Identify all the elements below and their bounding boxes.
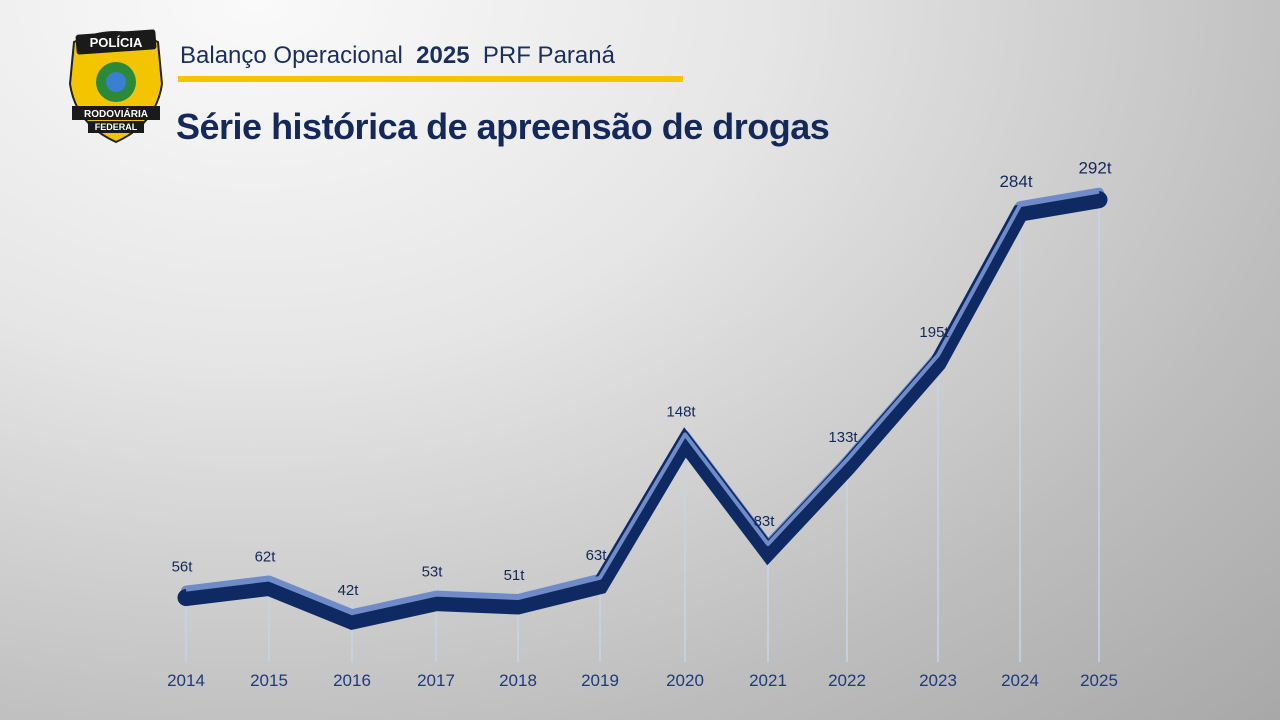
x-tick-label-2018: 2018 [499, 671, 537, 690]
data-label-2014: 56t [172, 559, 194, 576]
data-point-2019 [599, 584, 601, 587]
subtitle-year: 2025 [416, 42, 470, 69]
data-point-2022 [846, 466, 848, 469]
subtitle-prefix: Balanço Operacional [180, 42, 403, 69]
x-tick-label-2014: 2014 [167, 671, 205, 690]
subtitle: Balanço Operacional 2025 PRF Paraná [180, 42, 615, 70]
x-tick-label-2021: 2021 [749, 671, 787, 690]
x-tick-label-2022: 2022 [828, 671, 866, 690]
data-point-2014 [185, 596, 187, 599]
data-label-2016: 42t [338, 582, 360, 599]
data-label-2023: 195t [919, 324, 949, 341]
x-tick-label-2017: 2017 [417, 671, 455, 690]
data-point-2025 [1098, 198, 1100, 201]
data-point-2018 [517, 605, 519, 608]
series-line-edge [185, 189, 1100, 616]
series-line-highlight [181, 187, 1104, 620]
data-point-2017 [435, 601, 437, 604]
data-label-2015: 62t [255, 548, 277, 565]
data-point-2023 [937, 362, 939, 365]
data-point-2020 [684, 441, 686, 444]
x-tick-label-2019: 2019 [581, 671, 619, 690]
data-label-2018: 51t [504, 567, 526, 584]
data-point-2021 [767, 551, 769, 554]
data-label-2020: 148t [666, 403, 696, 420]
svg-text:POLÍCIA: POLÍCIA [90, 35, 143, 50]
data-point-2024 [1019, 212, 1021, 215]
data-label-2019: 63t [586, 547, 608, 564]
data-point-2015 [268, 586, 270, 589]
data-label-2022: 133t [828, 429, 858, 446]
svg-text:RODOVIÁRIA: RODOVIÁRIA [84, 107, 148, 120]
x-tick-label-2016: 2016 [333, 671, 371, 690]
series-line [177, 191, 1108, 631]
prf-badge-logo: POLÍCIA RODOVIÁRIA FEDERAL [68, 29, 164, 144]
data-label-2017: 53t [422, 564, 444, 581]
data-point-2016 [351, 620, 353, 623]
x-tick-label-2020: 2020 [666, 671, 704, 690]
data-label-2021: 83t [754, 513, 776, 530]
chart-title: Série histórica de apreensão de drogas [176, 106, 830, 147]
data-label-2025: 292t [1078, 159, 1111, 178]
yellow-underline [178, 76, 683, 82]
x-tick-label-2025: 2025 [1080, 671, 1118, 690]
x-tick-label-2023: 2023 [919, 671, 957, 690]
x-tick-label-2024: 2024 [1001, 671, 1039, 690]
svg-text:FEDERAL: FEDERAL [95, 122, 138, 132]
x-tick-label-2015: 2015 [250, 671, 288, 690]
subtitle-suffix: PRF Paraná [482, 42, 615, 69]
data-label-2024: 284t [999, 172, 1032, 191]
